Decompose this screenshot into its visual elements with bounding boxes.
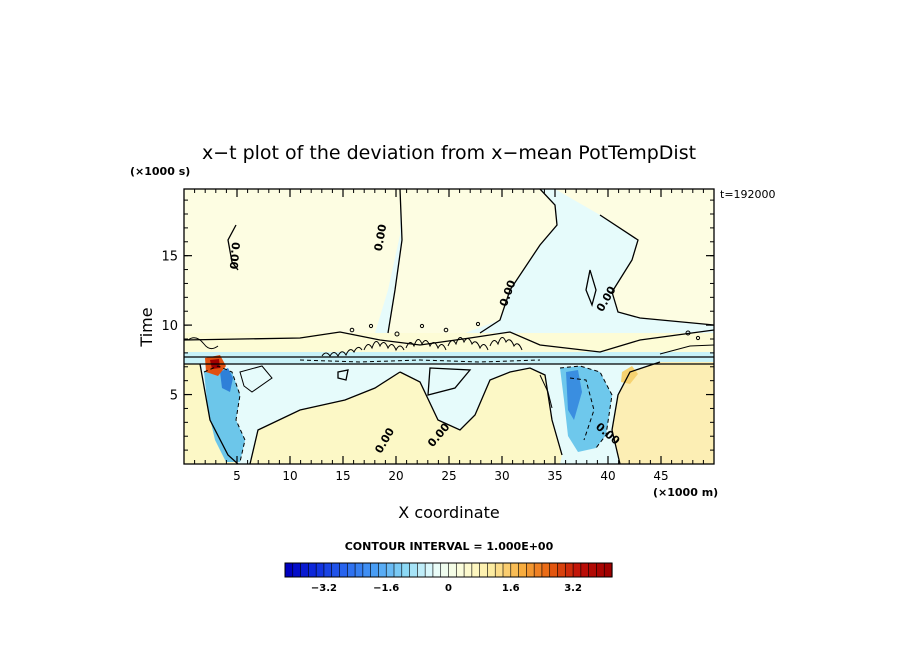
colorbar-cell	[346, 562, 356, 578]
contour-noise-band	[187, 321, 714, 409]
colorbar-tick-label: 0	[445, 583, 452, 594]
y-tick-label: 5	[170, 389, 178, 404]
colorbar-cell	[315, 562, 325, 578]
x-tick-labels: 5 10 15 20 25 30 35 40 45	[233, 469, 668, 483]
colorbar-cell	[323, 562, 333, 578]
colorbar-cell	[518, 562, 527, 578]
positive-region-upper-left	[184, 189, 400, 333]
colorbar-tick-label: −3.2	[311, 583, 337, 594]
colorbar-cell	[308, 562, 317, 578]
major-ticks	[184, 189, 714, 464]
x-tick-label: 25	[441, 469, 456, 483]
colorbar-cell	[370, 562, 380, 578]
colorbar-cell	[596, 562, 605, 578]
positive-region-lower-center	[250, 368, 562, 464]
colorbar-cell	[401, 562, 411, 578]
colorbar-cell	[432, 562, 442, 578]
colorbar-cell	[455, 562, 465, 578]
colorbar-cell	[440, 562, 450, 578]
negative-region-left	[204, 366, 245, 462]
colorbar-cell	[572, 562, 582, 578]
colorbar-cell	[385, 562, 395, 578]
colorbar-cell	[564, 562, 574, 578]
colorbar-cell	[417, 562, 426, 578]
positive-region-upper-right	[555, 189, 714, 325]
colorbar-cell	[510, 562, 520, 578]
colorbar-cell	[487, 562, 496, 578]
negative-core-right	[566, 370, 582, 420]
colorbar-cell	[541, 562, 551, 578]
colorbar-cell	[471, 562, 481, 578]
x-tick-label: 35	[547, 469, 562, 483]
x-tick-label: 40	[600, 469, 615, 483]
colorbar-cell	[479, 562, 489, 578]
contour-lines-dashed	[203, 359, 613, 463]
x-tick-label: 45	[653, 469, 668, 483]
positive-region-lower-left	[184, 364, 238, 464]
x-tick-label: 10	[282, 469, 297, 483]
x-tick-label: 30	[494, 469, 509, 483]
x-tick-label: 5	[233, 469, 241, 483]
positive-region-lower-right	[612, 362, 714, 464]
y-axis-label: Time	[137, 307, 156, 347]
contour-lines	[184, 189, 714, 464]
colorbar-cell	[424, 562, 434, 578]
colorbar-cell	[300, 562, 309, 578]
colorbar-cell	[557, 562, 566, 578]
colorbar-cell	[339, 562, 348, 578]
colorbar-tick-label: 1.6	[502, 583, 520, 594]
colorbar-cell	[502, 562, 512, 578]
contour-interval-text: CONTOUR INTERVAL = 1.000E+00	[345, 540, 554, 553]
positive-region-upper-mid	[388, 189, 557, 333]
x-tick-label: 15	[335, 469, 350, 483]
contour-label: 0.00	[227, 242, 242, 271]
colorbar-cell	[463, 562, 473, 578]
colorbar-cell	[354, 562, 364, 578]
colorbar-cell	[533, 562, 543, 578]
colorbar-cell	[409, 562, 418, 578]
y-axis-unit: (×1000 s)	[130, 165, 190, 178]
colorbar-cell	[494, 562, 504, 578]
colorbar-cell	[588, 562, 598, 578]
contour-label: 0.00	[372, 223, 390, 252]
colorbar-cell	[603, 562, 613, 578]
colorbar-cell	[331, 562, 341, 578]
x-axis-unit: (×1000 m)	[653, 486, 718, 499]
colorbar-cell	[284, 562, 294, 578]
transition-layer	[184, 352, 714, 364]
y-tick-label: 10	[161, 319, 178, 334]
colorbar-tick-labels: −3.2 −1.6 0 1.6 3.2	[311, 583, 582, 594]
colorbar-cell	[393, 562, 403, 578]
negative-core-left	[220, 368, 233, 392]
colorbar-cell	[549, 562, 559, 578]
colorbar-frame	[284, 562, 613, 578]
colorbar-cell	[580, 562, 590, 578]
colorbar-tick-label: 3.2	[564, 583, 582, 594]
colorbar-cell	[448, 562, 457, 578]
colorbar-cell	[526, 562, 535, 578]
plot-area	[184, 189, 714, 464]
colorbar-cell	[378, 562, 387, 578]
y-tick-labels: 5 10 15	[161, 250, 178, 404]
time-stamp: t=192000	[720, 188, 776, 201]
colorbar-cell	[292, 562, 302, 578]
colorbar	[284, 562, 613, 578]
chart-title: x−t plot of the deviation from x−mean Po…	[202, 142, 696, 164]
x-axis-label: X coordinate	[398, 503, 499, 522]
colorbar-tick-label: −1.6	[373, 583, 399, 594]
colorbar-cell	[362, 562, 372, 578]
x-tick-label: 20	[388, 469, 403, 483]
y-tick-label: 15	[161, 250, 178, 265]
